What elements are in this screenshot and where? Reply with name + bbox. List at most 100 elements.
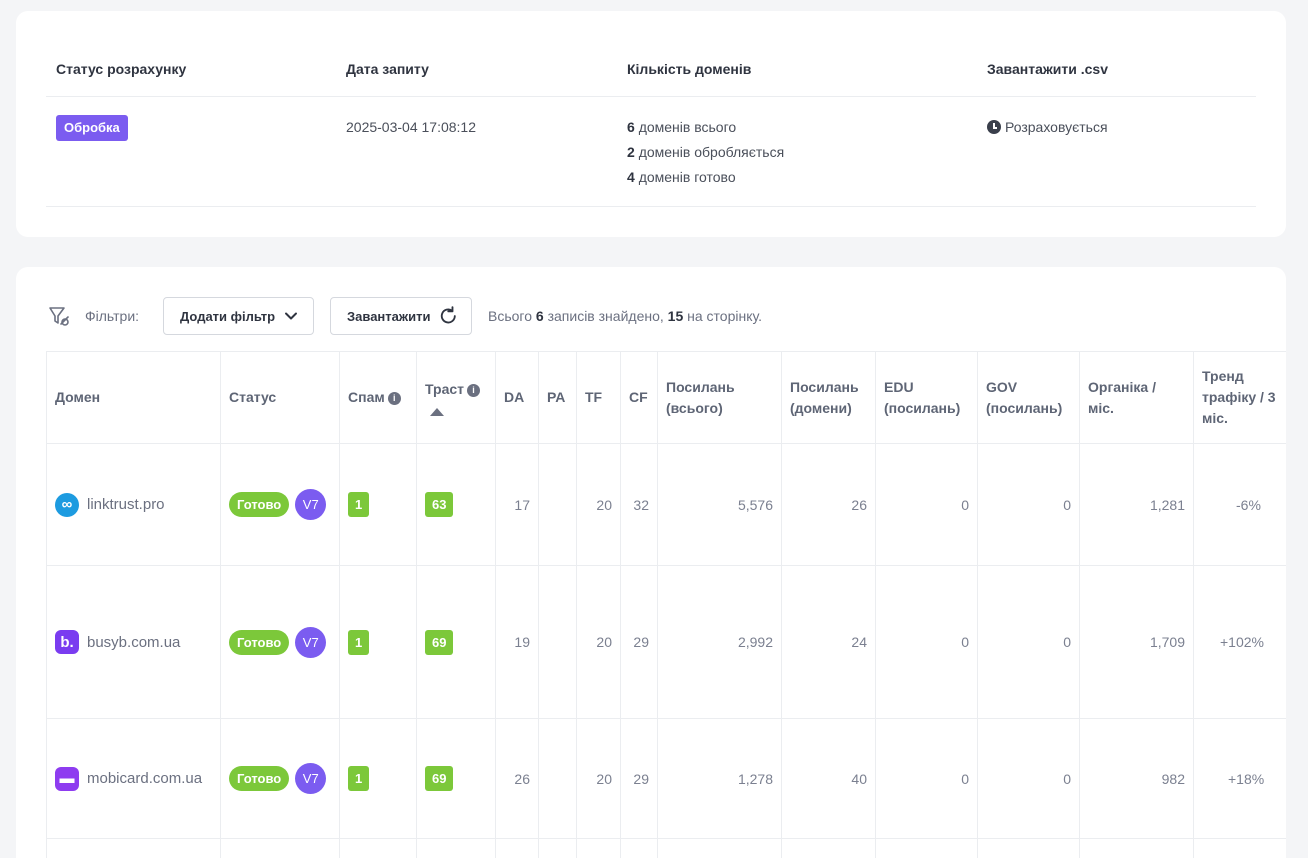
table-row: ▬ mobicard.com.ua Готово V7 1 69 26 20 29 … (46, 718, 1286, 839)
info-icon[interactable]: i (387, 392, 401, 405)
trust-value: 69 (425, 629, 454, 655)
add-filter-button[interactable]: Додати фільтр (163, 297, 314, 335)
spam-value: 1 (348, 766, 370, 791)
col-trend[interactable]: Тренд трафіку / 3 міс. (1193, 351, 1286, 444)
records-prefix: Всього (488, 308, 533, 324)
records-summary: Всього 6 записів знайдено, 15 на сторінк… (488, 308, 762, 324)
link-icon: ∞ (55, 492, 79, 517)
links-domains-value: 40 (781, 718, 876, 839)
domains-processing-count: 2 (627, 144, 635, 160)
table-header-row: Домен Статус Спам i Траст i DA PA TF CF По… (46, 351, 1286, 444)
links-total-value: 2,992 (657, 565, 782, 719)
refresh-icon (441, 306, 457, 324)
load-button[interactable]: Завантажити (330, 297, 472, 335)
col-da[interactable]: DA (495, 351, 539, 444)
domains-table: Домен Статус Спам i Траст i DA PA TF CF По… (46, 351, 1286, 858)
summary-header-date: Дата запиту (346, 61, 429, 77)
col-trust[interactable]: Траст i (416, 351, 496, 444)
organic-value: 1,281 (1079, 443, 1194, 566)
col-gov[interactable]: GOV (посилань) (977, 351, 1080, 444)
col-status[interactable]: Статус (220, 351, 340, 444)
col-cf[interactable]: CF (620, 351, 658, 444)
col-tf[interactable]: TF (576, 351, 621, 444)
trend-value: -6% (1193, 443, 1286, 566)
trust-value: 69 (425, 766, 454, 791)
links-domains-value: 24 (781, 565, 876, 719)
trend-value: +102% (1193, 565, 1286, 719)
organic-value: 1,709 (1079, 565, 1194, 719)
card-icon: ▬ (55, 766, 79, 791)
filters-label: Фільтри: (85, 308, 140, 324)
col-edu[interactable]: EDU (посилань) (875, 351, 978, 444)
col-pa[interactable]: PA (538, 351, 577, 444)
spam-value: 1 (348, 492, 370, 517)
tf-value: 20 (576, 443, 621, 566)
gov-value: 0 (977, 565, 1080, 719)
pa-value (538, 565, 577, 719)
records-suffix: на сторінку. (687, 308, 762, 324)
summary-card: Статус розрахунку Дата запиту Кількість … (16, 11, 1286, 237)
col-spam-label: Спам (348, 389, 385, 405)
chevron-down-icon (285, 312, 298, 320)
domains-ready-count: 4 (627, 169, 635, 185)
col-organic[interactable]: Органіка / міс. (1079, 351, 1194, 444)
domain-link[interactable]: busyb.com.ua (87, 633, 181, 651)
col-links-total[interactable]: Посилань (всього) (657, 351, 782, 444)
records-total: 6 (535, 308, 544, 324)
gov-value: 0 (977, 718, 1080, 839)
cf-value: 29 (620, 565, 658, 719)
version-badge: V7 (295, 763, 327, 794)
version-badge: V7 (295, 489, 327, 520)
da-value: 19 (495, 565, 539, 719)
status-badge: Обробка (56, 115, 128, 141)
table-row: ∞ linktrust.pro Готово V7 1 63 17 20 32 5,… (46, 443, 1286, 566)
edu-value: 0 (875, 443, 978, 566)
domain-link[interactable]: mobicard.com.ua (87, 770, 203, 787)
col-spam[interactable]: Спам i (339, 351, 417, 444)
pa-value (538, 443, 577, 566)
cf-value: 32 (620, 443, 658, 566)
col-links-domains[interactable]: Посилань (домени) (781, 351, 876, 444)
load-label: Завантажити (347, 308, 431, 324)
tf-value: 20 (576, 718, 621, 839)
sort-up-icon[interactable] (430, 408, 444, 416)
summary-body-row: Обробка 2025-03-04 17:08:12 6 доменів вс… (46, 97, 1256, 207)
records-mid: записів знайдено, (547, 308, 664, 324)
trend-value: +18% (1193, 718, 1286, 839)
table-row: b. busyb.com.ua Готово V7 1 69 19 20 29 2,… (46, 565, 1286, 719)
table-row (46, 838, 1286, 858)
records-per-page: 15 (667, 308, 684, 324)
summary-header-status: Статус розрахунку (56, 61, 187, 77)
add-filter-label: Додати фільтр (180, 308, 276, 324)
domains-counts: 6 доменів всього 2 доменів обробляється … (627, 115, 784, 190)
trust-value: 63 (425, 492, 454, 517)
filter-icon[interactable] (48, 305, 70, 327)
summary-header-download: Завантажити .csv (987, 61, 1108, 77)
summary-header-domains: Кількість доменів (627, 61, 752, 77)
gov-value: 0 (977, 443, 1080, 566)
download-status: Розраховується (987, 115, 1108, 140)
filter-toolbar: Фільтри: Додати фільтр Завантажити Всьог… (46, 297, 1256, 335)
links-total-value: 5,576 (657, 443, 782, 566)
domains-total-label: доменів всього (638, 119, 737, 135)
results-card: Фільтри: Додати фільтр Завантажити Всьог… (16, 267, 1286, 858)
edu-value: 0 (875, 718, 978, 839)
ready-badge: Готово (229, 629, 290, 655)
info-icon[interactable]: i (467, 384, 480, 397)
clock-icon (987, 120, 1001, 134)
version-badge: V7 (295, 626, 327, 658)
spam-value: 1 (348, 629, 370, 655)
request-date: 2025-03-04 17:08:12 (346, 119, 476, 135)
domain-link[interactable]: linktrust.pro (87, 496, 165, 513)
col-domain[interactable]: Домен (46, 351, 221, 444)
col-trust-label: Траст (425, 381, 464, 397)
pa-value (538, 718, 577, 839)
summary-table: Статус розрахунку Дата запиту Кількість … (46, 51, 1256, 207)
tf-value: 20 (576, 565, 621, 719)
da-value: 26 (495, 718, 539, 839)
ready-badge: Готово (229, 766, 290, 791)
domains-ready-label: доменів готово (638, 169, 736, 185)
domains-total-count: 6 (627, 119, 635, 135)
download-status-text: Розраховується (1005, 119, 1108, 135)
edu-value: 0 (875, 565, 978, 719)
